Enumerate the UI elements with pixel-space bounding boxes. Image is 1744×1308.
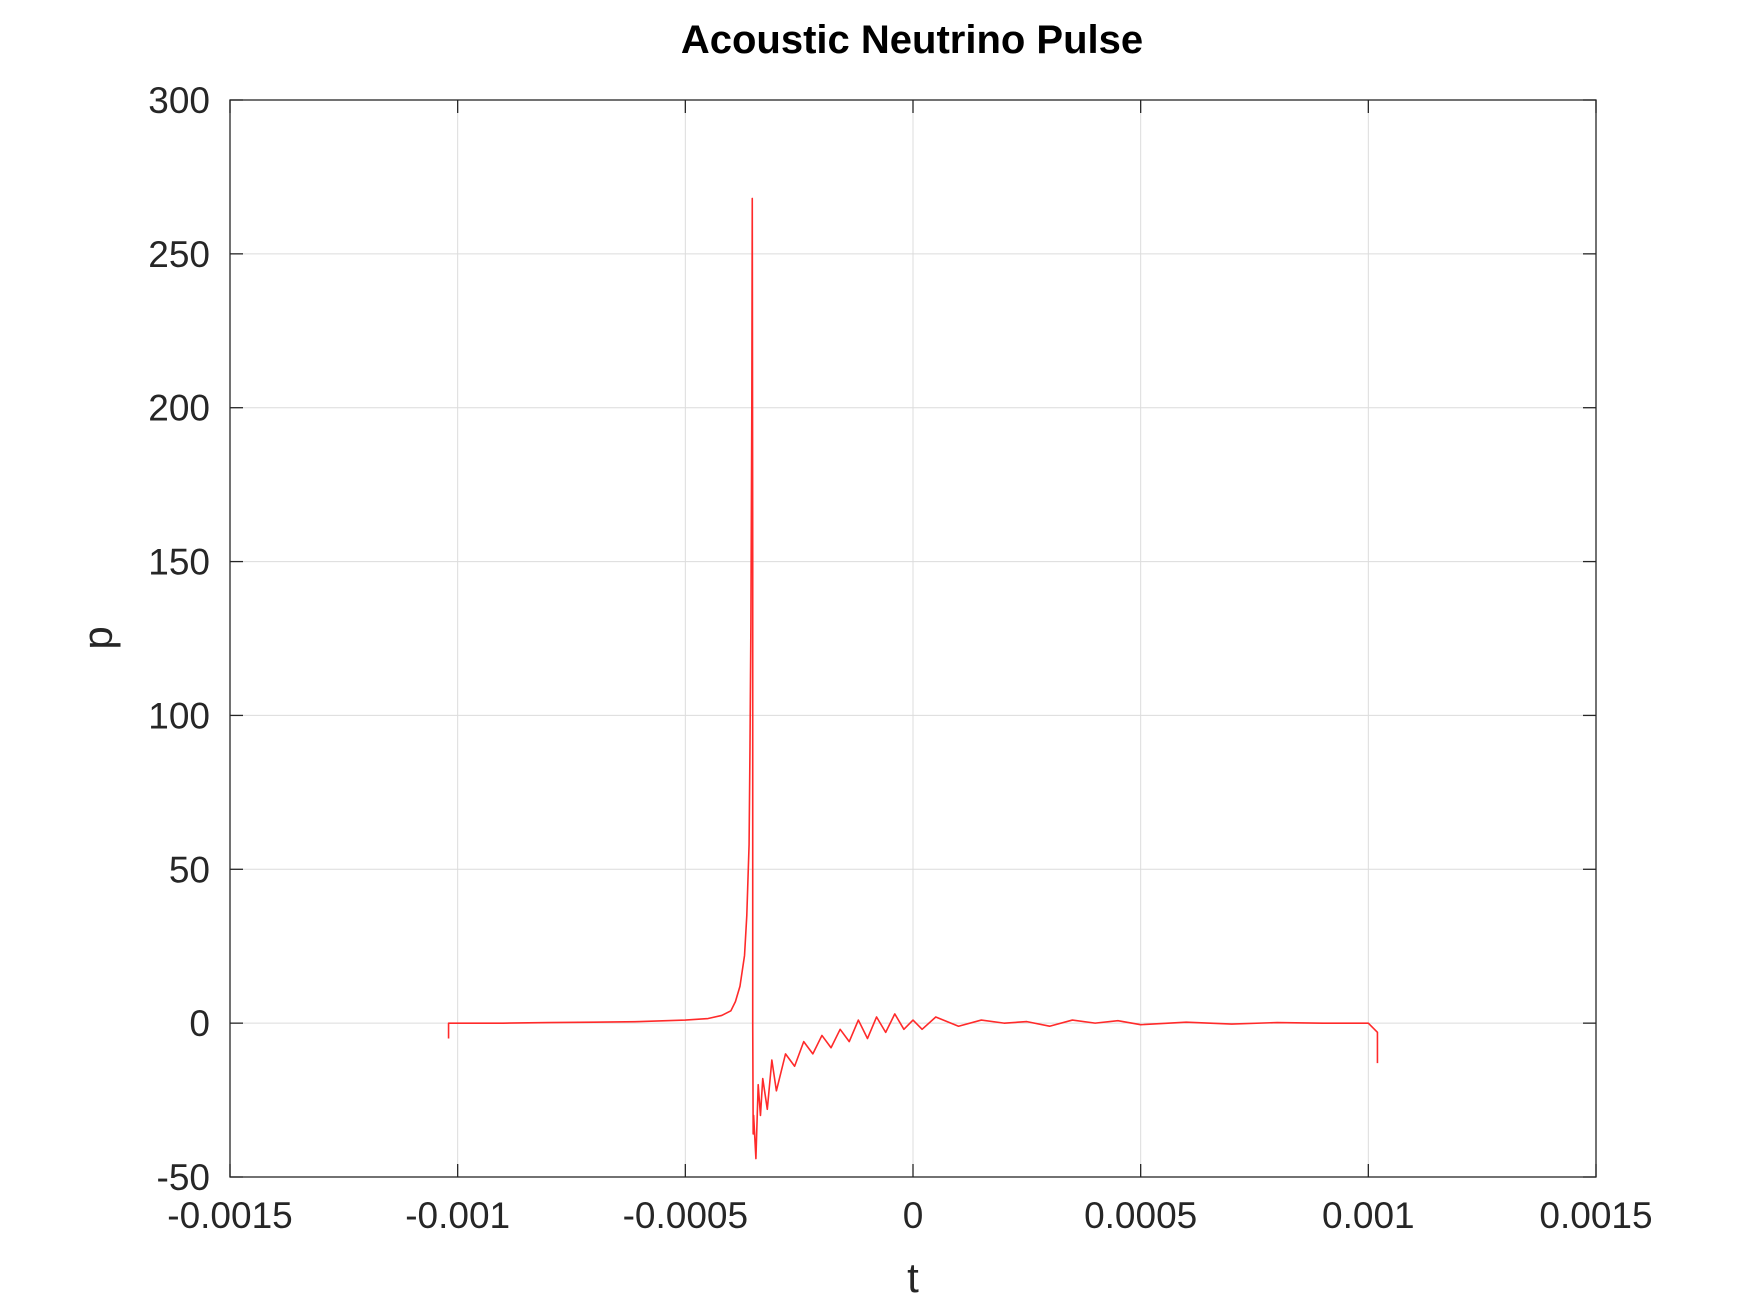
y-tick-label: 50: [169, 849, 210, 890]
y-tick-label: 0: [189, 1003, 210, 1044]
y-tick-label: -50: [157, 1157, 210, 1198]
y-tick-label: 300: [148, 80, 210, 121]
x-tick-label: -0.0005: [623, 1195, 749, 1236]
series-line: [447, 197, 1379, 1160]
y-tick-label: 200: [148, 388, 210, 429]
x-axis-label: t: [907, 1254, 919, 1301]
x-tick-label: 0.001: [1322, 1195, 1415, 1236]
x-tick-label: 0.0005: [1084, 1195, 1197, 1236]
chart-title: Acoustic Neutrino Pulse: [681, 18, 1143, 62]
y-axis-label: p: [74, 626, 121, 649]
x-tick-label: -0.0015: [167, 1195, 293, 1236]
x-tick-label: 0: [903, 1195, 924, 1236]
x-tick-label: -0.001: [405, 1195, 510, 1236]
y-tick-labels: -50 0 50 100 150 200 250 300: [148, 80, 210, 1198]
x-tick-label: 0.0015: [1539, 1195, 1652, 1236]
x-tick-labels: -0.0015 -0.001 -0.0005 0 0.0005 0.001 0.0015: [167, 1195, 1652, 1236]
axis-ticks: [229, 99, 1597, 1178]
series-layer: [447, 197, 1379, 1160]
y-tick-label: 100: [148, 695, 210, 736]
y-tick-label: 250: [148, 234, 210, 275]
y-tick-label: 150: [148, 542, 210, 583]
grid: [229, 99, 1597, 1178]
